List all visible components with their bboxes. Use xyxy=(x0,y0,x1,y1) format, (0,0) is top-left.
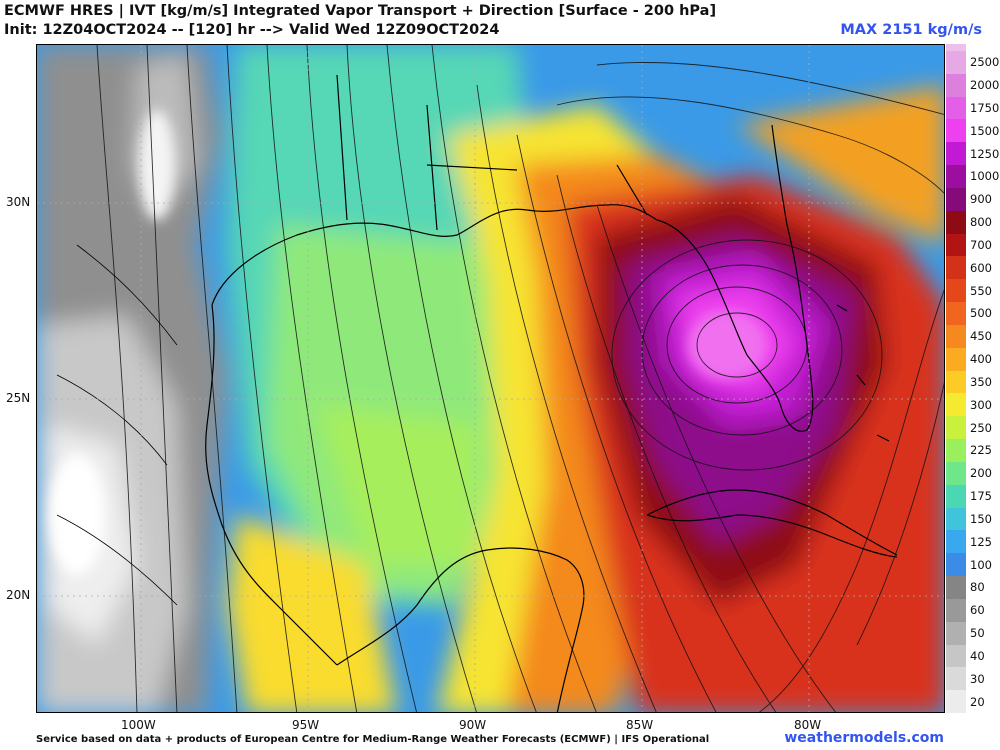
max-value-label: MAX 2151 kg/m/s xyxy=(840,22,982,38)
colorbar-segment xyxy=(946,233,966,257)
colorbar-segment xyxy=(946,576,966,600)
chart-title: ECMWF HRES | IVT [kg/m/s] Integrated Vap… xyxy=(4,3,717,19)
colorbar-level-label: 125 xyxy=(970,534,992,549)
colorbar-level-label: 20 xyxy=(970,694,985,709)
lat-label-30n: 30N xyxy=(6,195,31,209)
lat-label-20n: 20N xyxy=(6,588,31,602)
colorbar-segment xyxy=(946,302,966,326)
site-link[interactable]: weathermodels.com xyxy=(784,730,944,746)
colorbar-level-label: 50 xyxy=(970,626,985,641)
graticule xyxy=(37,45,944,712)
lon-label-100w: 100W xyxy=(121,718,156,732)
colorbar-segment xyxy=(946,439,966,463)
ivt-map xyxy=(36,44,945,713)
colorbar-level-label: 350 xyxy=(970,374,992,389)
colorbar-level-label: 600 xyxy=(970,260,992,275)
colorbar-segment xyxy=(946,347,966,371)
colorbar-level-label: 60 xyxy=(970,603,985,618)
colorbar-segment xyxy=(946,210,966,234)
colorbar-segment xyxy=(946,279,966,303)
lon-label-85w: 85W xyxy=(626,718,654,732)
colorbar-segment xyxy=(946,507,966,531)
colorbar-segment xyxy=(946,690,966,714)
lon-label-90w: 90W xyxy=(459,718,487,732)
lat-label-25n: 25N xyxy=(6,391,31,405)
colorbar-segment xyxy=(946,142,966,166)
colorbar-level-label: 100 xyxy=(970,557,992,572)
colorbar-segment xyxy=(946,484,966,508)
colorbar-level-label: 450 xyxy=(970,329,992,344)
colorbar-level-label: 225 xyxy=(970,443,992,458)
streamlines xyxy=(96,45,944,712)
colorbar-level-label: 900 xyxy=(970,192,992,207)
colorbar-segment xyxy=(946,165,966,189)
colorbar-level-label: 40 xyxy=(970,648,985,663)
data-credit: Service based on data + products of Euro… xyxy=(36,734,710,745)
colorbar-segment xyxy=(946,73,966,97)
colorbar-segment xyxy=(946,324,966,349)
colorbar-level-label: 80 xyxy=(970,580,985,595)
colorbar-segment xyxy=(946,530,966,554)
colorbar-level-label: 1500 xyxy=(970,123,1000,138)
colorbar-segment xyxy=(946,461,966,486)
colorbar-top-cap xyxy=(946,44,966,51)
colorbar-segment xyxy=(946,598,966,623)
ivt-field xyxy=(37,45,944,712)
colorbar-segment xyxy=(946,553,966,577)
colorbar-level-label: 1000 xyxy=(970,169,1000,184)
colorbar-level-label: 300 xyxy=(970,397,992,412)
colorbar-level-label: 1250 xyxy=(970,146,1000,161)
colorbar-level-label: 200 xyxy=(970,466,992,481)
colorbar-level-label: 30 xyxy=(970,671,985,686)
colorbar-level-label: 800 xyxy=(970,215,992,230)
coastlines xyxy=(56,74,898,712)
colorbar-segment xyxy=(946,96,966,120)
colorbar-segment xyxy=(946,393,966,417)
colorbar-level-label: 400 xyxy=(970,352,992,367)
lon-label-95w: 95W xyxy=(292,718,320,732)
chart-subtitle: Init: 12Z04OCT2024 -- [120] hr --> Valid… xyxy=(4,22,500,38)
colorbar-level-label: 550 xyxy=(970,283,992,298)
colorbar-level-label: 1750 xyxy=(970,100,1000,115)
colorbar-segment xyxy=(946,644,966,668)
colorbar-segment xyxy=(946,119,966,143)
colorbar-level-label: 700 xyxy=(970,237,992,252)
colorbar-level-label: 2500 xyxy=(970,55,1000,70)
colorbar-segment xyxy=(946,256,966,280)
colorbar-segment xyxy=(946,187,966,212)
colorbar-segment xyxy=(946,50,966,75)
colorbar-segment xyxy=(946,667,966,691)
colorbar-segment xyxy=(946,416,966,440)
lon-label-80w: 80W xyxy=(794,718,822,732)
colorbar-level-label: 500 xyxy=(970,306,992,321)
colorbar-segment xyxy=(946,370,966,394)
colorbar-level-label: 150 xyxy=(970,511,992,526)
colorbar xyxy=(946,44,966,714)
colorbar-segment xyxy=(946,621,966,645)
colorbar-level-label: 175 xyxy=(970,489,992,504)
colorbar-level-label: 2000 xyxy=(970,78,1000,93)
colorbar-level-label: 250 xyxy=(970,420,992,435)
